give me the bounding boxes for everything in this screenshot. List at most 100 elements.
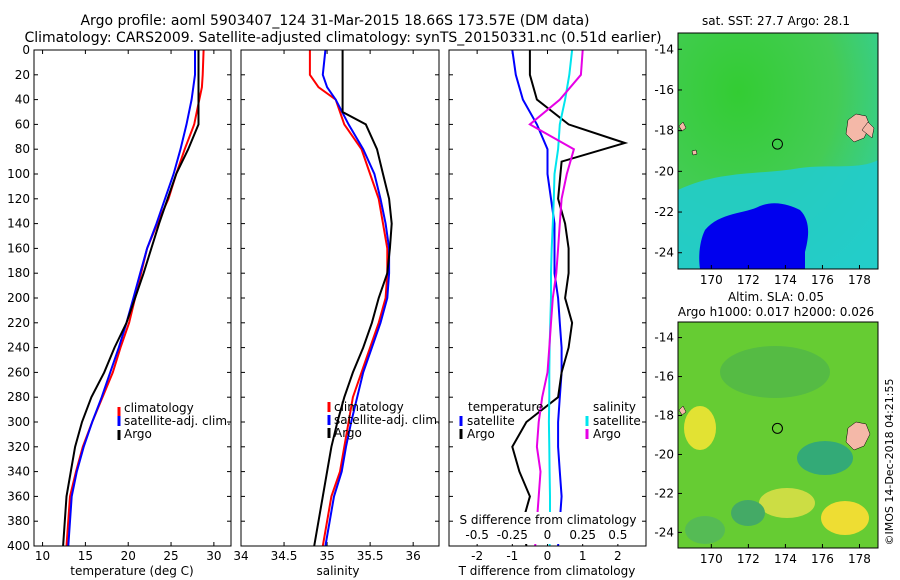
- map-lat-tick-label: -24: [654, 246, 674, 260]
- legend-label-s-satellite: satellite: [593, 414, 641, 428]
- sla-map-subtitle: Argo h1000: 0.017 h2000: 0.026: [678, 305, 874, 319]
- sst-map-island: [678, 121, 687, 132]
- depth-tick-label: 160: [7, 241, 30, 255]
- difference-secondary-xlabel: S difference from climatology: [460, 513, 637, 527]
- salinity-xtick-label: 35.5: [357, 549, 384, 563]
- map-lat-tick-label: -24: [654, 525, 674, 539]
- temperature-axes: 0 20 40 60 80 100 120 140 160 180 200 220 240 260 280 3…: [7, 43, 231, 563]
- legend-title-salinity: salinity: [593, 400, 636, 414]
- map-lon-tick-label: 176: [811, 273, 834, 287]
- depth-tick-label: 220: [7, 316, 30, 330]
- temperature-xlabel: temperature (deg C): [70, 564, 193, 578]
- salinity-xtick-label: 35: [319, 549, 334, 563]
- salinity-series: [308, 50, 393, 546]
- legend-label-s-argo: Argo: [593, 427, 621, 441]
- legend-label-argo: Argo: [334, 426, 362, 440]
- depth-tick-label: 340: [7, 465, 30, 479]
- map-lon-tick-label: 178: [848, 273, 871, 287]
- sla-map-feature: [685, 516, 725, 544]
- depth-tick-label: 180: [7, 266, 30, 280]
- temperature-series: [62, 50, 205, 546]
- figure-title-line1: Argo profile: aoml 5903407_124 31-Mar-20…: [80, 13, 589, 29]
- depth-tick-label: 40: [15, 93, 30, 107]
- sst-map-axes: 170 172 174 176 178 -14 -16 -18 -20 -22 -24: [654, 42, 871, 287]
- sla-map-frame: [677, 321, 879, 549]
- secondary-xtick-label: -0.5: [465, 528, 488, 542]
- sla-map-panel: Altim. SLA: 0.05 Argo h1000: 0.017 h2000…: [654, 290, 879, 566]
- map-lat-tick-label: -18: [654, 409, 674, 423]
- sst-map-title: sat. SST: 27.7 Argo: 28.1: [702, 14, 850, 28]
- sla-map-island: [678, 405, 687, 416]
- series-line-satellite-adj-clim: [67, 50, 196, 546]
- salinity-axes: 34 34.5 35 35.5 36: [233, 49, 439, 563]
- legend-label-climatology: climatology: [334, 400, 404, 414]
- depth-tick-label: 120: [7, 192, 30, 206]
- depth-tick-label: 300: [7, 415, 30, 429]
- depth-tick-label: 320: [7, 440, 30, 454]
- depth-tick-label: 360: [7, 489, 30, 503]
- difference-plot-frame: [448, 49, 647, 547]
- temperature-xtick-label: 20: [121, 549, 136, 563]
- depth-tick-label: 20: [15, 68, 30, 82]
- difference-xtick-label: 1: [579, 549, 587, 563]
- secondary-xtick-label: -0.25: [497, 528, 528, 542]
- depth-tick-label: 100: [7, 167, 30, 181]
- sla-map-island: [845, 421, 871, 451]
- series-line-t-argo: [511, 50, 629, 546]
- secondary-xtick-label: 0.5: [608, 528, 627, 542]
- map-lon-tick-label: 172: [737, 552, 760, 566]
- salinity-xtick-label: 36: [406, 549, 421, 563]
- sla-map-feature: [720, 346, 830, 398]
- map-lon-tick-label: 176: [811, 552, 834, 566]
- temperature-plot-frame: [33, 49, 232, 547]
- map-lat-tick-label: -14: [654, 42, 674, 56]
- depth-tick-label: 280: [7, 390, 30, 404]
- map-lon-tick-label: 178: [848, 552, 871, 566]
- sst-map-argo-marker: [771, 138, 783, 150]
- sst-map-cold-patch: [699, 203, 809, 269]
- salinity-xtick-label: 34.5: [271, 549, 298, 563]
- difference-xtick-label: 0: [544, 549, 552, 563]
- map-lat-tick-label: -22: [654, 205, 674, 219]
- series-line-s-satellite: [547, 50, 574, 546]
- legend-label-t-argo: Argo: [467, 427, 495, 441]
- difference-secondary-ticks: -0.5 -0.25 0 0.25 0.5: [465, 528, 627, 542]
- difference-series: [511, 50, 629, 546]
- legend-title-temperature: temperature: [468, 400, 543, 414]
- legend-label-argo: Argo: [124, 427, 152, 441]
- map-lat-tick-label: -20: [654, 164, 674, 178]
- map-lat-tick-label: -18: [654, 124, 674, 138]
- sla-map-feature: [731, 500, 765, 526]
- difference-xlabel: T difference from climatology: [458, 564, 636, 578]
- temperature-panel: 0 20 40 60 80 100 120 140 160 180 200 220 240 260 280 3…: [7, 43, 232, 578]
- difference-legend: temperature satellite Argo salinity sate…: [459, 400, 641, 441]
- legend-label-t-satellite: satellite: [467, 414, 515, 428]
- sla-map-feature: [684, 406, 716, 450]
- temperature-xtick-label: 25: [163, 549, 178, 563]
- series-line-s-argo: [528, 50, 584, 546]
- series-line-argo: [313, 50, 393, 546]
- series-line-argo: [62, 50, 200, 546]
- sla-map-feature: [821, 501, 869, 535]
- map-lon-tick-label: 170: [700, 552, 723, 566]
- temperature-xtick-label: 30: [206, 549, 221, 563]
- difference-xtick-label: -2: [471, 549, 483, 563]
- legend-label-satellite: satellite-adj. clim.: [124, 414, 231, 428]
- imos-watermark: ©IMOS 14-Dec-2018 04:21:55: [883, 379, 896, 546]
- depth-tick-label: 200: [7, 291, 30, 305]
- temperature-xtick-label: 10: [35, 549, 50, 563]
- secondary-xtick-label: 0: [544, 528, 552, 542]
- salinity-panel: 34 34.5 35 35.5 36 salinity climatology sate…: [233, 49, 441, 578]
- map-lat-tick-label: -22: [654, 486, 674, 500]
- legend-label-climatology: climatology: [124, 401, 194, 415]
- secondary-axis-backdrop: [456, 512, 640, 544]
- map-lon-tick-label: 174: [774, 273, 797, 287]
- depth-tick-label: 0: [22, 43, 30, 57]
- depth-tick-label: 60: [15, 117, 30, 131]
- map-lat-tick-label: -20: [654, 447, 674, 461]
- difference-xtick-label: -1: [506, 549, 518, 563]
- salinity-plot-frame: [240, 49, 440, 547]
- map-lat-tick-label: -14: [654, 331, 674, 345]
- sla-map-feature: [759, 488, 815, 518]
